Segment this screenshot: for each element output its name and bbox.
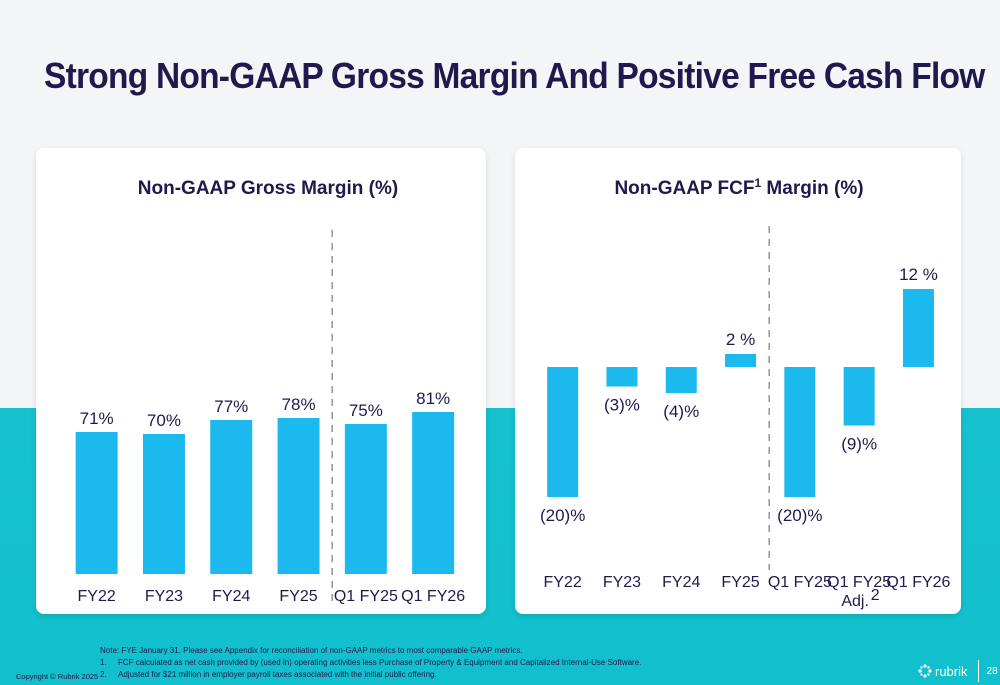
bar-q1-fy25 [784,367,816,497]
category-label: FY24 [212,588,250,605]
copyright-text: Copyright © Rubrik 2025 [16,672,99,681]
data-label: 81% [416,389,450,408]
page-number: 28 [986,665,998,677]
data-label: 2 % [726,330,755,349]
footnote-2-number: 2. [100,670,107,679]
data-label: (20)% [540,506,585,525]
data-label: (3)% [604,396,640,415]
chart-title: Non-GAAP Gross Margin (%) [138,178,398,199]
fcf-margin-chart: Non-GAAP FCF1 Margin (%) (20)% FY22 (3)% FY2… [540,176,951,610]
footnote-2-text: Adjusted for $21 million in employer pay… [118,670,437,679]
data-label: (9)% [841,435,877,454]
gross-margin-chart: Non-GAAP Gross Margin (%) 71% FY22 70% FY23 7… [75,178,465,605]
data-label: 70% [147,411,181,430]
footnote-2: 2. Adjusted for $21 million in employer p… [100,669,641,681]
footnotes: Note: FYE January 31. Please see Appendi… [100,645,641,681]
category-label: FY25 [279,588,317,605]
chart-title: Non-GAAP FCF1 Margin (%) [614,176,863,199]
bar-q1-fy25 [344,424,387,574]
footnote-marker: 2 [871,587,880,604]
brand-footer: rubrik 28 [918,660,998,682]
footnote-1-number: 1. [100,658,107,667]
bar-fy22 [547,367,579,497]
brand-name: rubrik [935,663,968,679]
bar-q1-fy25-adj [843,367,875,426]
bar-q1-fy26 [902,289,934,367]
data-label: 77% [214,397,248,416]
category-label: Q1 FY25 [827,574,891,591]
bar-fy25 [725,354,757,367]
rubrik-logo-icon [918,664,932,678]
category-label: FY22 [544,574,582,591]
footnote-intro: Note: FYE January 31. Please see Appendi… [100,646,523,655]
bar-fy23 [142,434,185,574]
data-label: 78% [282,395,316,414]
bar-fy23 [606,367,638,387]
gross-margin-chart-card: Non-GAAP Gross Margin (%) 71% FY22 70% FY23 7… [36,148,486,614]
category-label: FY25 [721,574,759,591]
bar-fy25 [277,418,320,574]
data-label: 12 % [899,265,938,284]
brand-divider [977,660,979,682]
bar-fy24 [665,367,697,393]
data-label: 71% [80,409,114,428]
category-sublabel: Adj. [841,593,869,610]
category-label: Q1 FY26 [886,574,950,591]
data-label: (20)% [777,506,822,525]
category-label: Q1 FY26 [401,588,465,605]
category-label: FY24 [662,574,700,591]
footnote-1: 1. FCF calculated as net cash provided by… [100,657,641,669]
bar-q1-fy26 [412,412,455,574]
category-label: FY22 [78,588,116,605]
category-label: Q1 FY25 [334,588,398,605]
category-label: Q1 FY25 [768,574,832,591]
data-label: (4)% [663,402,699,421]
fcf-margin-chart-card: Non-GAAP FCF1 Margin (%) (20)% FY22 (3)% FY2… [515,148,961,614]
page-title: Strong Non-GAAP Gross Margin And Positiv… [44,55,985,96]
bar-fy24 [210,420,253,574]
footnote-1-text: FCF calculated as net cash provided by (… [118,658,642,667]
category-label: FY23 [603,574,641,591]
bar-fy22 [75,432,118,574]
data-label: 75% [349,401,383,420]
category-label: FY23 [145,588,183,605]
